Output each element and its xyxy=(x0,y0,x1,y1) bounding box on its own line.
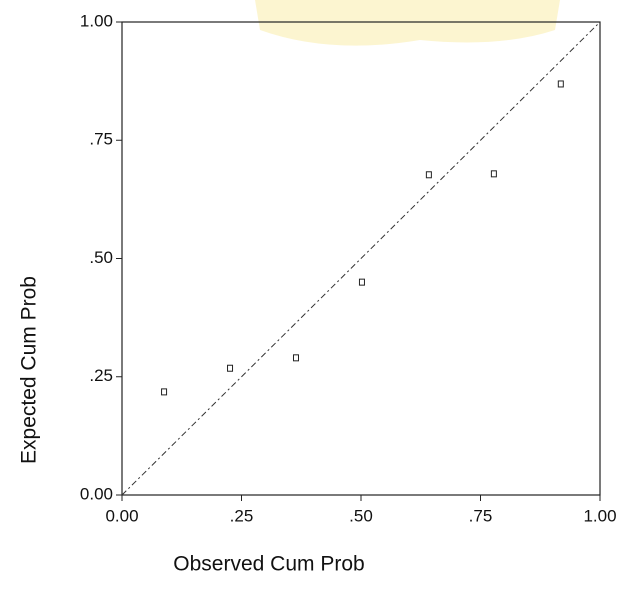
y-tick-label: .50 xyxy=(89,248,113,267)
point xyxy=(358,278,365,286)
y-tick-label: .75 xyxy=(89,130,113,149)
x-tick-label: .75 xyxy=(469,506,493,525)
y-tick-label: 1.00 xyxy=(80,11,113,30)
y-tick-label: 0.00 xyxy=(80,484,113,503)
x-tick-label: 0.00 xyxy=(105,506,138,525)
point xyxy=(292,354,299,362)
x-axis-title: Observed Cum Prob xyxy=(173,553,364,576)
point xyxy=(425,171,432,179)
y-axis-title: Expected Cum Prob xyxy=(18,276,41,464)
reference-line xyxy=(121,21,601,496)
x-tick-label: .25 xyxy=(230,506,254,525)
x-tick-label: .50 xyxy=(349,506,373,525)
x-tick-label: 1.00 xyxy=(583,506,616,525)
watermark xyxy=(255,0,560,46)
y-tick-label: .25 xyxy=(89,366,113,385)
point xyxy=(490,170,497,178)
point xyxy=(161,388,168,396)
point xyxy=(227,364,234,372)
point xyxy=(557,80,564,88)
